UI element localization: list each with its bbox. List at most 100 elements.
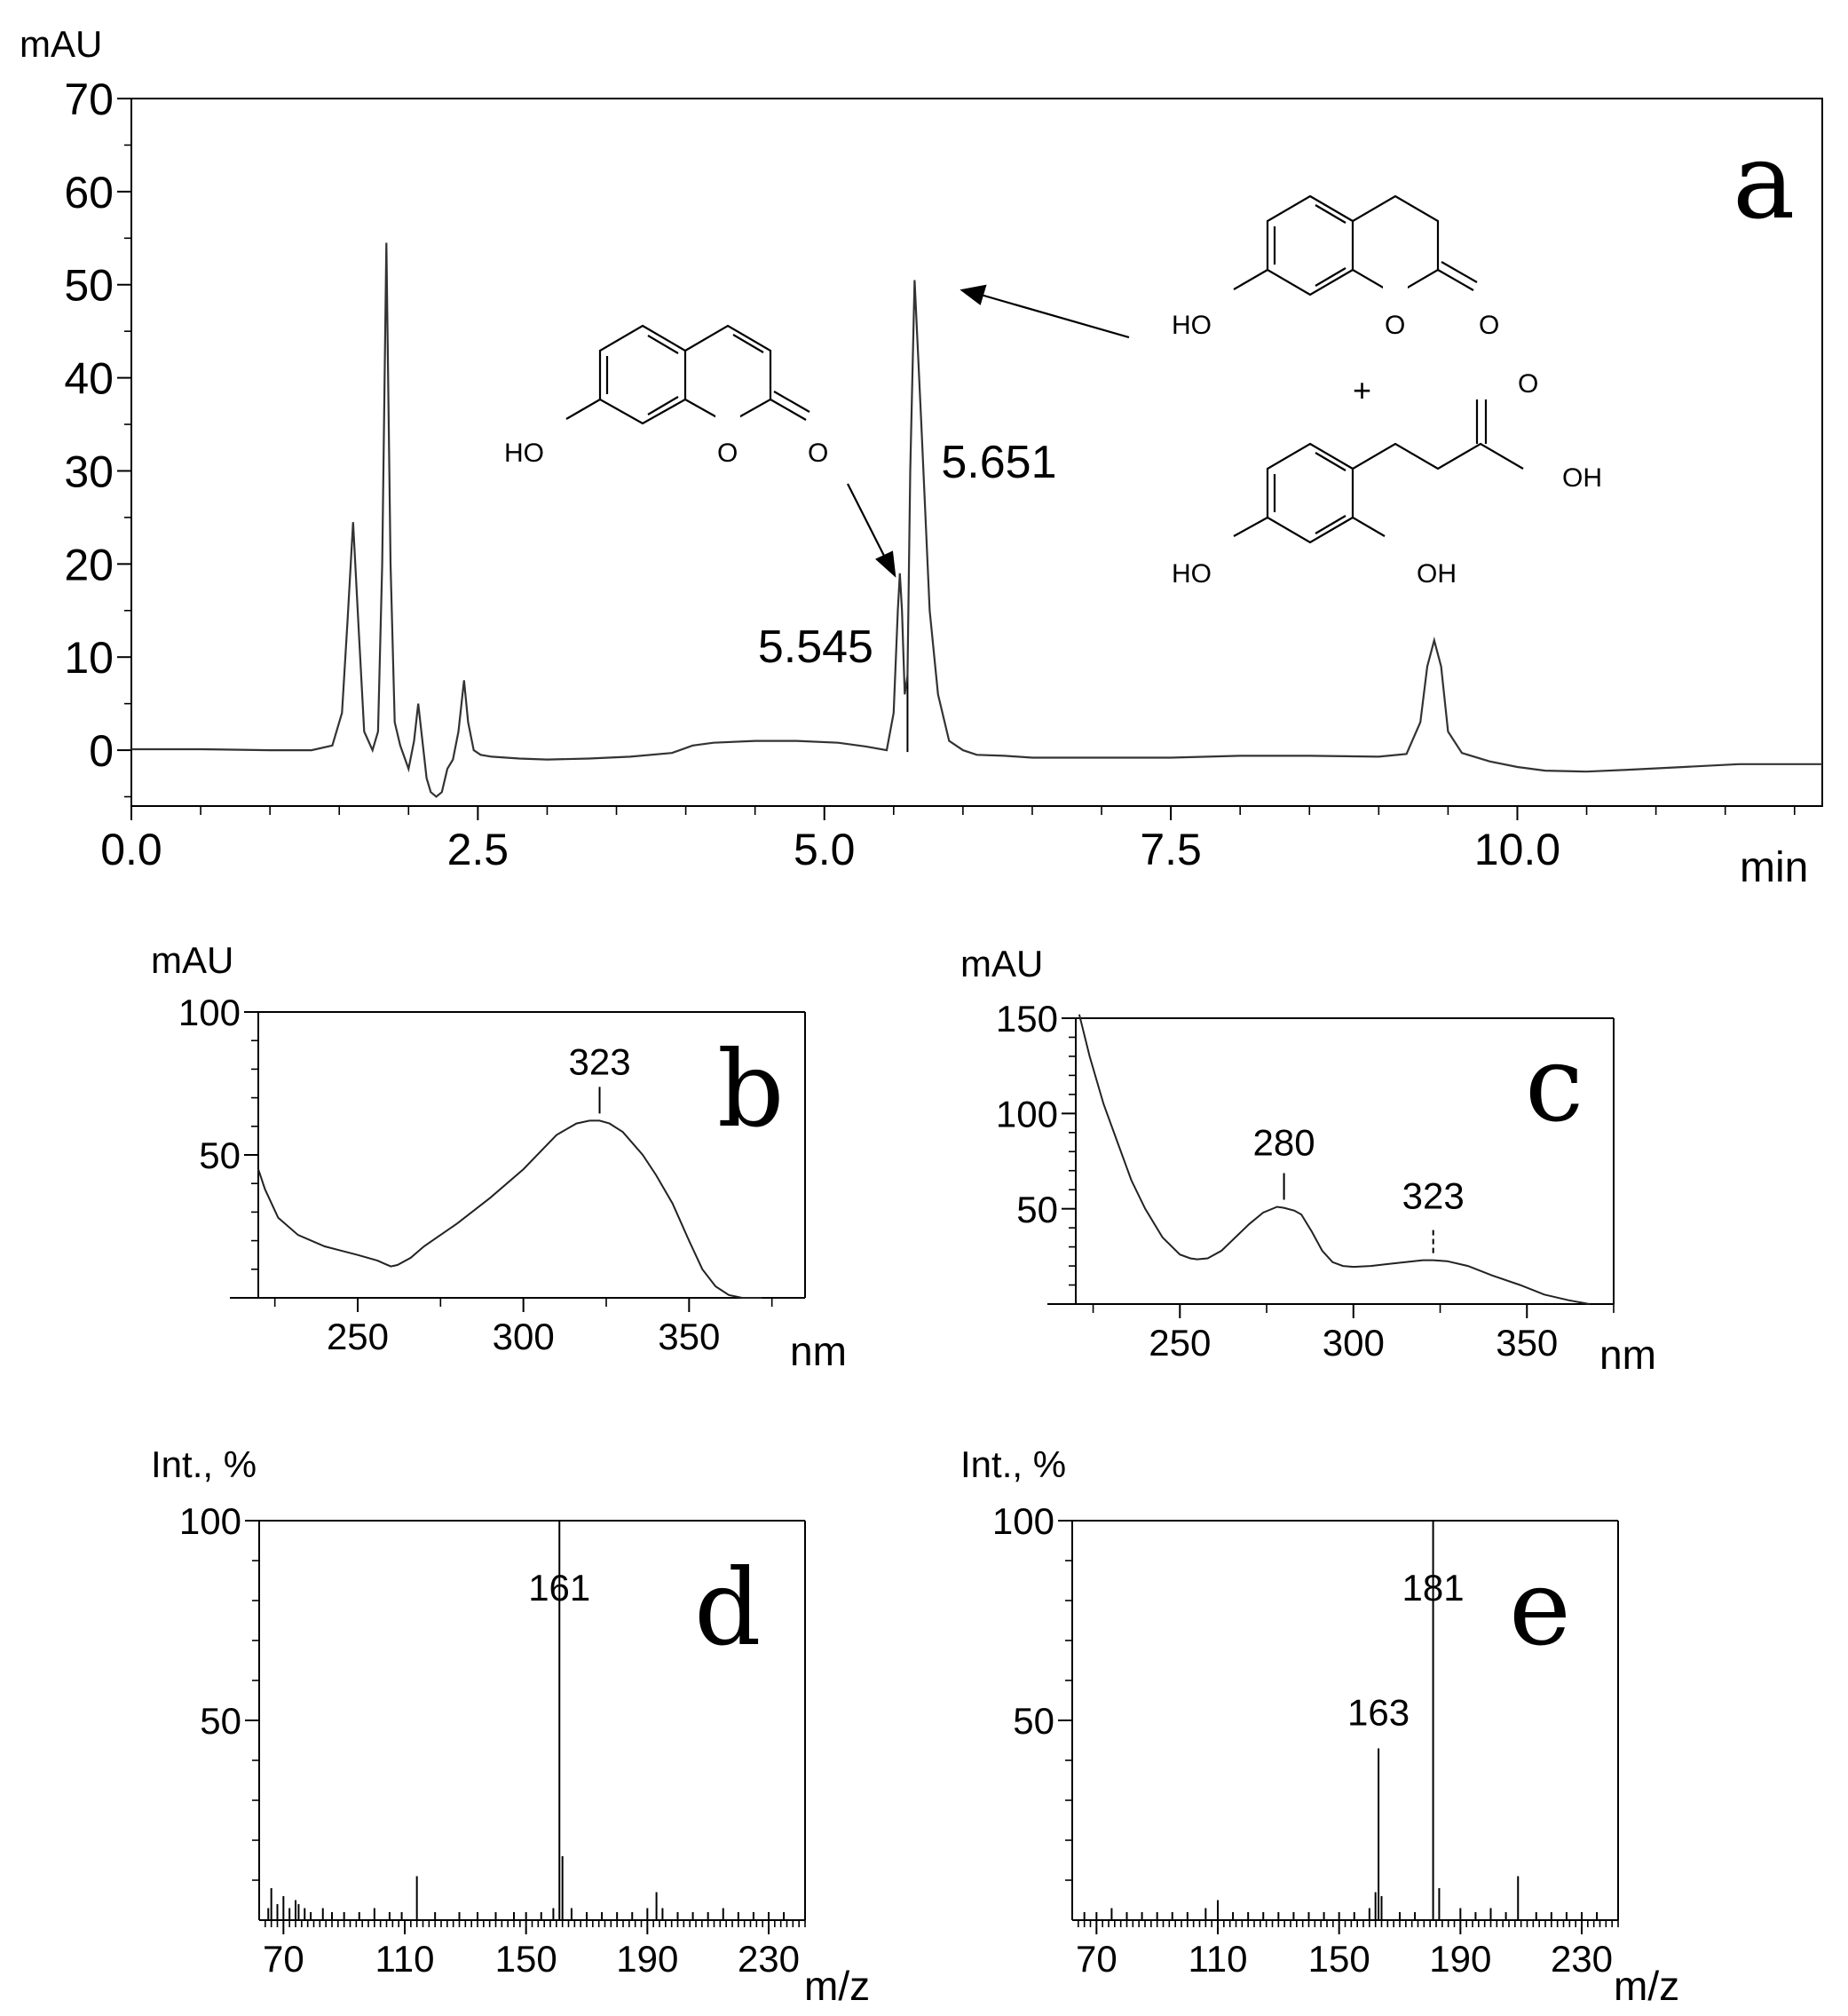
panel-d-letter: d — [694, 1546, 762, 1669]
dihydro-carbonyl — [1437, 269, 1474, 291]
panel-a-ytick-label: 20 — [64, 540, 114, 589]
panel-c-uv-spectrum: 50 100 150 250 300 350 280 323 mAU nm c — [960, 943, 1656, 1378]
panel-a-ytick-label: 50 — [64, 261, 114, 311]
panel-a-xlabel: min — [1740, 844, 1808, 891]
structure-dihydroxyphenylpropanoic-acid — [1233, 399, 1524, 544]
dihydro-bond — [1315, 267, 1347, 287]
panel-b-ytick-label: 50 — [199, 1134, 241, 1176]
panel-a-ytick-label: 30 — [64, 447, 114, 496]
acid-bond — [1315, 452, 1347, 471]
dihydro-bond — [1315, 204, 1347, 224]
panel-c-ytick-label: 50 — [1016, 1189, 1058, 1230]
panel-e-ylabel: Int., % — [960, 1443, 1066, 1485]
panel-a-letter: a — [1733, 120, 1795, 242]
umbelliferone-bond — [732, 334, 764, 353]
structure-dihydroumbelliferone — [1233, 194, 1478, 296]
panel-e-letter: e — [1509, 1546, 1571, 1669]
panel-b-axes: 50 100 250 300 350 323 — [178, 992, 806, 1357]
panel-d-ylabel: Int., % — [151, 1443, 257, 1485]
panel-d-xtick-label: 230 — [738, 1938, 800, 1980]
panel-b-ytick-label: 100 — [178, 992, 241, 1033]
arrow-to-5545 — [847, 483, 886, 558]
panel-e-xtick-label: 190 — [1429, 1938, 1491, 1980]
panel-a-ytick-label: 70 — [64, 75, 114, 124]
panel-a-ytick-label: 10 — [64, 633, 114, 683]
panel-d-xlabel: m/z — [804, 1963, 870, 2009]
peak-label-280: 280 — [1253, 1122, 1315, 1164]
panel-e-mass-spectrum: 50 100 70 110 150 190 230 163 181 Int., % m/z e — [960, 1443, 1679, 2009]
annotation-arrows — [847, 284, 1130, 578]
acid-benzene-ring — [1266, 442, 1354, 544]
dihydro-lactone-ring — [1352, 194, 1440, 296]
panel-d-xtick-label: 150 — [495, 1938, 557, 1980]
panel-a-ytick-label: 40 — [64, 354, 114, 404]
panel-b-xtick-label: 250 — [327, 1316, 389, 1357]
umbelliferone-bond — [647, 335, 679, 354]
umbelliferone-carbonyl — [770, 399, 807, 421]
dihydro-o-carbonyl: O — [1479, 311, 1499, 340]
umbelliferone-benzene-ring — [598, 324, 687, 425]
dihydro-o-mask — [1383, 284, 1408, 307]
dihydro-ho: HO — [1172, 311, 1212, 340]
structure-umbelliferone — [565, 324, 810, 425]
peak-label-323c: 323 — [1402, 1175, 1465, 1217]
panel-c-axes: 50 100 150 250 300 350 280 323 — [996, 998, 1615, 1364]
acid-oh2: OH — [1417, 559, 1457, 589]
panel-c-xtick-label: 250 — [1149, 1322, 1211, 1364]
acid-ho4-bond — [1233, 517, 1268, 537]
umbelliferone-o-ring: O — [717, 439, 738, 468]
panel-c-letter: c — [1525, 1023, 1583, 1145]
arrowhead-5651 — [960, 284, 987, 305]
acid-oh: OH — [1562, 463, 1602, 493]
panel-a-xtick-label: 10.0 — [1474, 825, 1560, 874]
peak-label-323: 323 — [568, 1040, 630, 1082]
panel-c-ytick-label: 100 — [996, 1093, 1058, 1134]
acid-bond — [1315, 515, 1347, 534]
panel-d-ytick-label: 100 — [179, 1500, 241, 1542]
arrow-to-5651 — [980, 293, 1130, 339]
acid-oh2-bond — [1352, 517, 1386, 537]
umbelliferone-o-mask — [715, 414, 740, 437]
dihydro-o-ring: O — [1385, 311, 1405, 340]
panel-c-xtick-label: 300 — [1323, 1322, 1385, 1364]
umbelliferone-bond — [647, 396, 679, 415]
panel-d-xtick-label: 190 — [616, 1938, 678, 1980]
panel-a-xtick-label: 5.0 — [794, 825, 856, 874]
panel-a-xtick-label: 0.0 — [100, 825, 162, 874]
umbelliferone-pyranone-ring — [684, 324, 772, 425]
panel-c-xtick-label: 350 — [1496, 1322, 1558, 1364]
umbelliferone-ho: HO — [504, 439, 544, 468]
umbelliferone-oh-bond — [565, 399, 601, 420]
panel-a-ytick-label: 0 — [89, 726, 114, 776]
panel-e-axes: 50 100 70 110 150 190 230 — [992, 1500, 1619, 1980]
panel-d-bars: 161 — [267, 1521, 786, 1920]
panel-c-trace — [1078, 1014, 1590, 1305]
panel-d-xtick-label: 110 — [375, 1938, 435, 1980]
plus-sign: + — [1353, 372, 1371, 408]
panel-a-xtick-label: 2.5 — [447, 825, 509, 874]
panel-c-ytick-label: 150 — [996, 998, 1058, 1040]
panel-e-xtick-label: 110 — [1189, 1938, 1248, 1980]
peak-label-5651: 5.651 — [941, 437, 1056, 488]
panel-d-ytick-label: 50 — [200, 1700, 241, 1742]
panel-b-xlabel: nm — [790, 1328, 847, 1374]
ms-peak-label-161: 161 — [528, 1567, 590, 1609]
panel-d-xtick-label: 70 — [263, 1938, 304, 1980]
acid-side-chain — [1352, 442, 1524, 470]
peak-label-5545: 5.545 — [758, 621, 873, 673]
panel-b-ylabel: mAU — [151, 939, 233, 981]
panel-e-bars: 163 181 — [1083, 1521, 1599, 1920]
panel-e-xtick-label: 70 — [1076, 1938, 1117, 1980]
umbelliferone-carbonyl — [773, 391, 810, 413]
acid-o-carbonyl: O — [1518, 369, 1538, 399]
panel-d-mass-spectrum: 50 100 70 110 150 190 230 161 Int., % m/z d — [151, 1443, 870, 2009]
panel-c-xlabel: nm — [1599, 1332, 1656, 1378]
panel-b-letter: b — [717, 1028, 785, 1150]
panel-a-ylabel: mAU — [20, 23, 102, 65]
panel-e-ytick-label: 100 — [992, 1500, 1054, 1542]
panel-a-ytick-label: 60 — [64, 168, 114, 217]
panel-c-ylabel: mAU — [960, 943, 1043, 984]
panel-b-trace — [257, 1119, 762, 1299]
